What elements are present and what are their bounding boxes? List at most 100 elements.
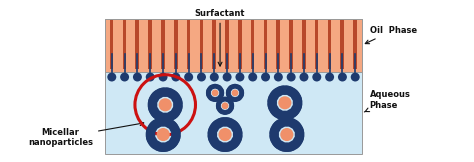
Ellipse shape	[295, 125, 304, 144]
Ellipse shape	[154, 142, 173, 152]
Ellipse shape	[237, 85, 244, 93]
Ellipse shape	[270, 108, 287, 120]
Circle shape	[146, 73, 155, 81]
Ellipse shape	[268, 88, 280, 105]
Ellipse shape	[173, 96, 183, 114]
Circle shape	[159, 98, 172, 111]
Ellipse shape	[208, 125, 217, 144]
Circle shape	[210, 73, 219, 81]
Ellipse shape	[283, 108, 300, 120]
Ellipse shape	[233, 125, 243, 144]
Ellipse shape	[156, 113, 174, 122]
Ellipse shape	[237, 93, 244, 101]
Circle shape	[312, 73, 321, 81]
Bar	[161, 20, 164, 69]
Ellipse shape	[161, 117, 178, 130]
Bar	[212, 20, 216, 69]
Ellipse shape	[290, 101, 302, 117]
Ellipse shape	[227, 98, 234, 106]
Ellipse shape	[226, 85, 233, 93]
Ellipse shape	[154, 117, 173, 127]
Ellipse shape	[219, 97, 228, 102]
Ellipse shape	[210, 139, 227, 152]
Ellipse shape	[270, 133, 282, 149]
Bar	[174, 20, 178, 69]
Ellipse shape	[217, 85, 224, 93]
Ellipse shape	[272, 139, 289, 152]
Circle shape	[172, 73, 180, 81]
Circle shape	[300, 73, 309, 81]
Ellipse shape	[285, 117, 301, 130]
Ellipse shape	[226, 93, 233, 101]
Ellipse shape	[148, 117, 165, 130]
Bar	[136, 20, 139, 69]
Circle shape	[223, 73, 232, 81]
Bar	[200, 20, 203, 69]
Ellipse shape	[222, 97, 232, 102]
Bar	[148, 20, 152, 69]
Ellipse shape	[229, 101, 234, 110]
Bar	[328, 20, 331, 69]
Ellipse shape	[170, 103, 182, 119]
Ellipse shape	[223, 117, 240, 130]
Ellipse shape	[148, 139, 165, 152]
Bar	[238, 20, 242, 69]
Ellipse shape	[216, 101, 221, 110]
Ellipse shape	[170, 90, 182, 107]
Ellipse shape	[228, 84, 237, 89]
Ellipse shape	[268, 101, 280, 117]
Ellipse shape	[210, 117, 227, 130]
Ellipse shape	[161, 139, 178, 152]
Ellipse shape	[283, 86, 300, 98]
Text: Oil  Phase: Oil Phase	[365, 26, 417, 44]
Ellipse shape	[212, 84, 222, 89]
Ellipse shape	[228, 96, 237, 102]
Circle shape	[274, 73, 283, 81]
Ellipse shape	[270, 120, 282, 137]
Ellipse shape	[151, 88, 167, 100]
Ellipse shape	[206, 85, 213, 93]
Ellipse shape	[208, 133, 220, 149]
Ellipse shape	[230, 120, 242, 137]
Circle shape	[107, 73, 116, 81]
Ellipse shape	[270, 86, 287, 98]
Bar	[251, 20, 255, 69]
Circle shape	[222, 102, 228, 109]
Ellipse shape	[272, 117, 289, 130]
Circle shape	[232, 89, 238, 96]
Ellipse shape	[216, 117, 234, 127]
Ellipse shape	[163, 88, 180, 100]
Circle shape	[261, 73, 270, 81]
Circle shape	[248, 73, 257, 81]
Bar	[105, 18, 362, 154]
Circle shape	[325, 73, 334, 81]
Ellipse shape	[168, 120, 181, 137]
Bar	[264, 20, 267, 69]
Bar	[105, 18, 362, 72]
Ellipse shape	[278, 142, 296, 152]
Ellipse shape	[148, 90, 160, 107]
Ellipse shape	[216, 142, 234, 152]
Circle shape	[197, 73, 206, 81]
Circle shape	[133, 73, 142, 81]
Ellipse shape	[292, 133, 304, 149]
Ellipse shape	[171, 125, 181, 144]
Text: Surfactant: Surfactant	[195, 9, 246, 66]
Ellipse shape	[168, 133, 181, 149]
Ellipse shape	[267, 94, 277, 112]
Circle shape	[120, 73, 129, 81]
Ellipse shape	[148, 96, 157, 114]
Ellipse shape	[208, 120, 220, 137]
Ellipse shape	[148, 103, 160, 119]
Circle shape	[236, 73, 245, 81]
Ellipse shape	[217, 93, 224, 101]
Bar	[225, 20, 229, 69]
Ellipse shape	[146, 133, 158, 149]
Bar	[302, 20, 306, 69]
Bar	[340, 20, 344, 69]
Ellipse shape	[222, 109, 232, 115]
Bar	[353, 20, 357, 69]
Ellipse shape	[292, 120, 304, 137]
Ellipse shape	[232, 84, 242, 89]
Ellipse shape	[219, 109, 228, 115]
